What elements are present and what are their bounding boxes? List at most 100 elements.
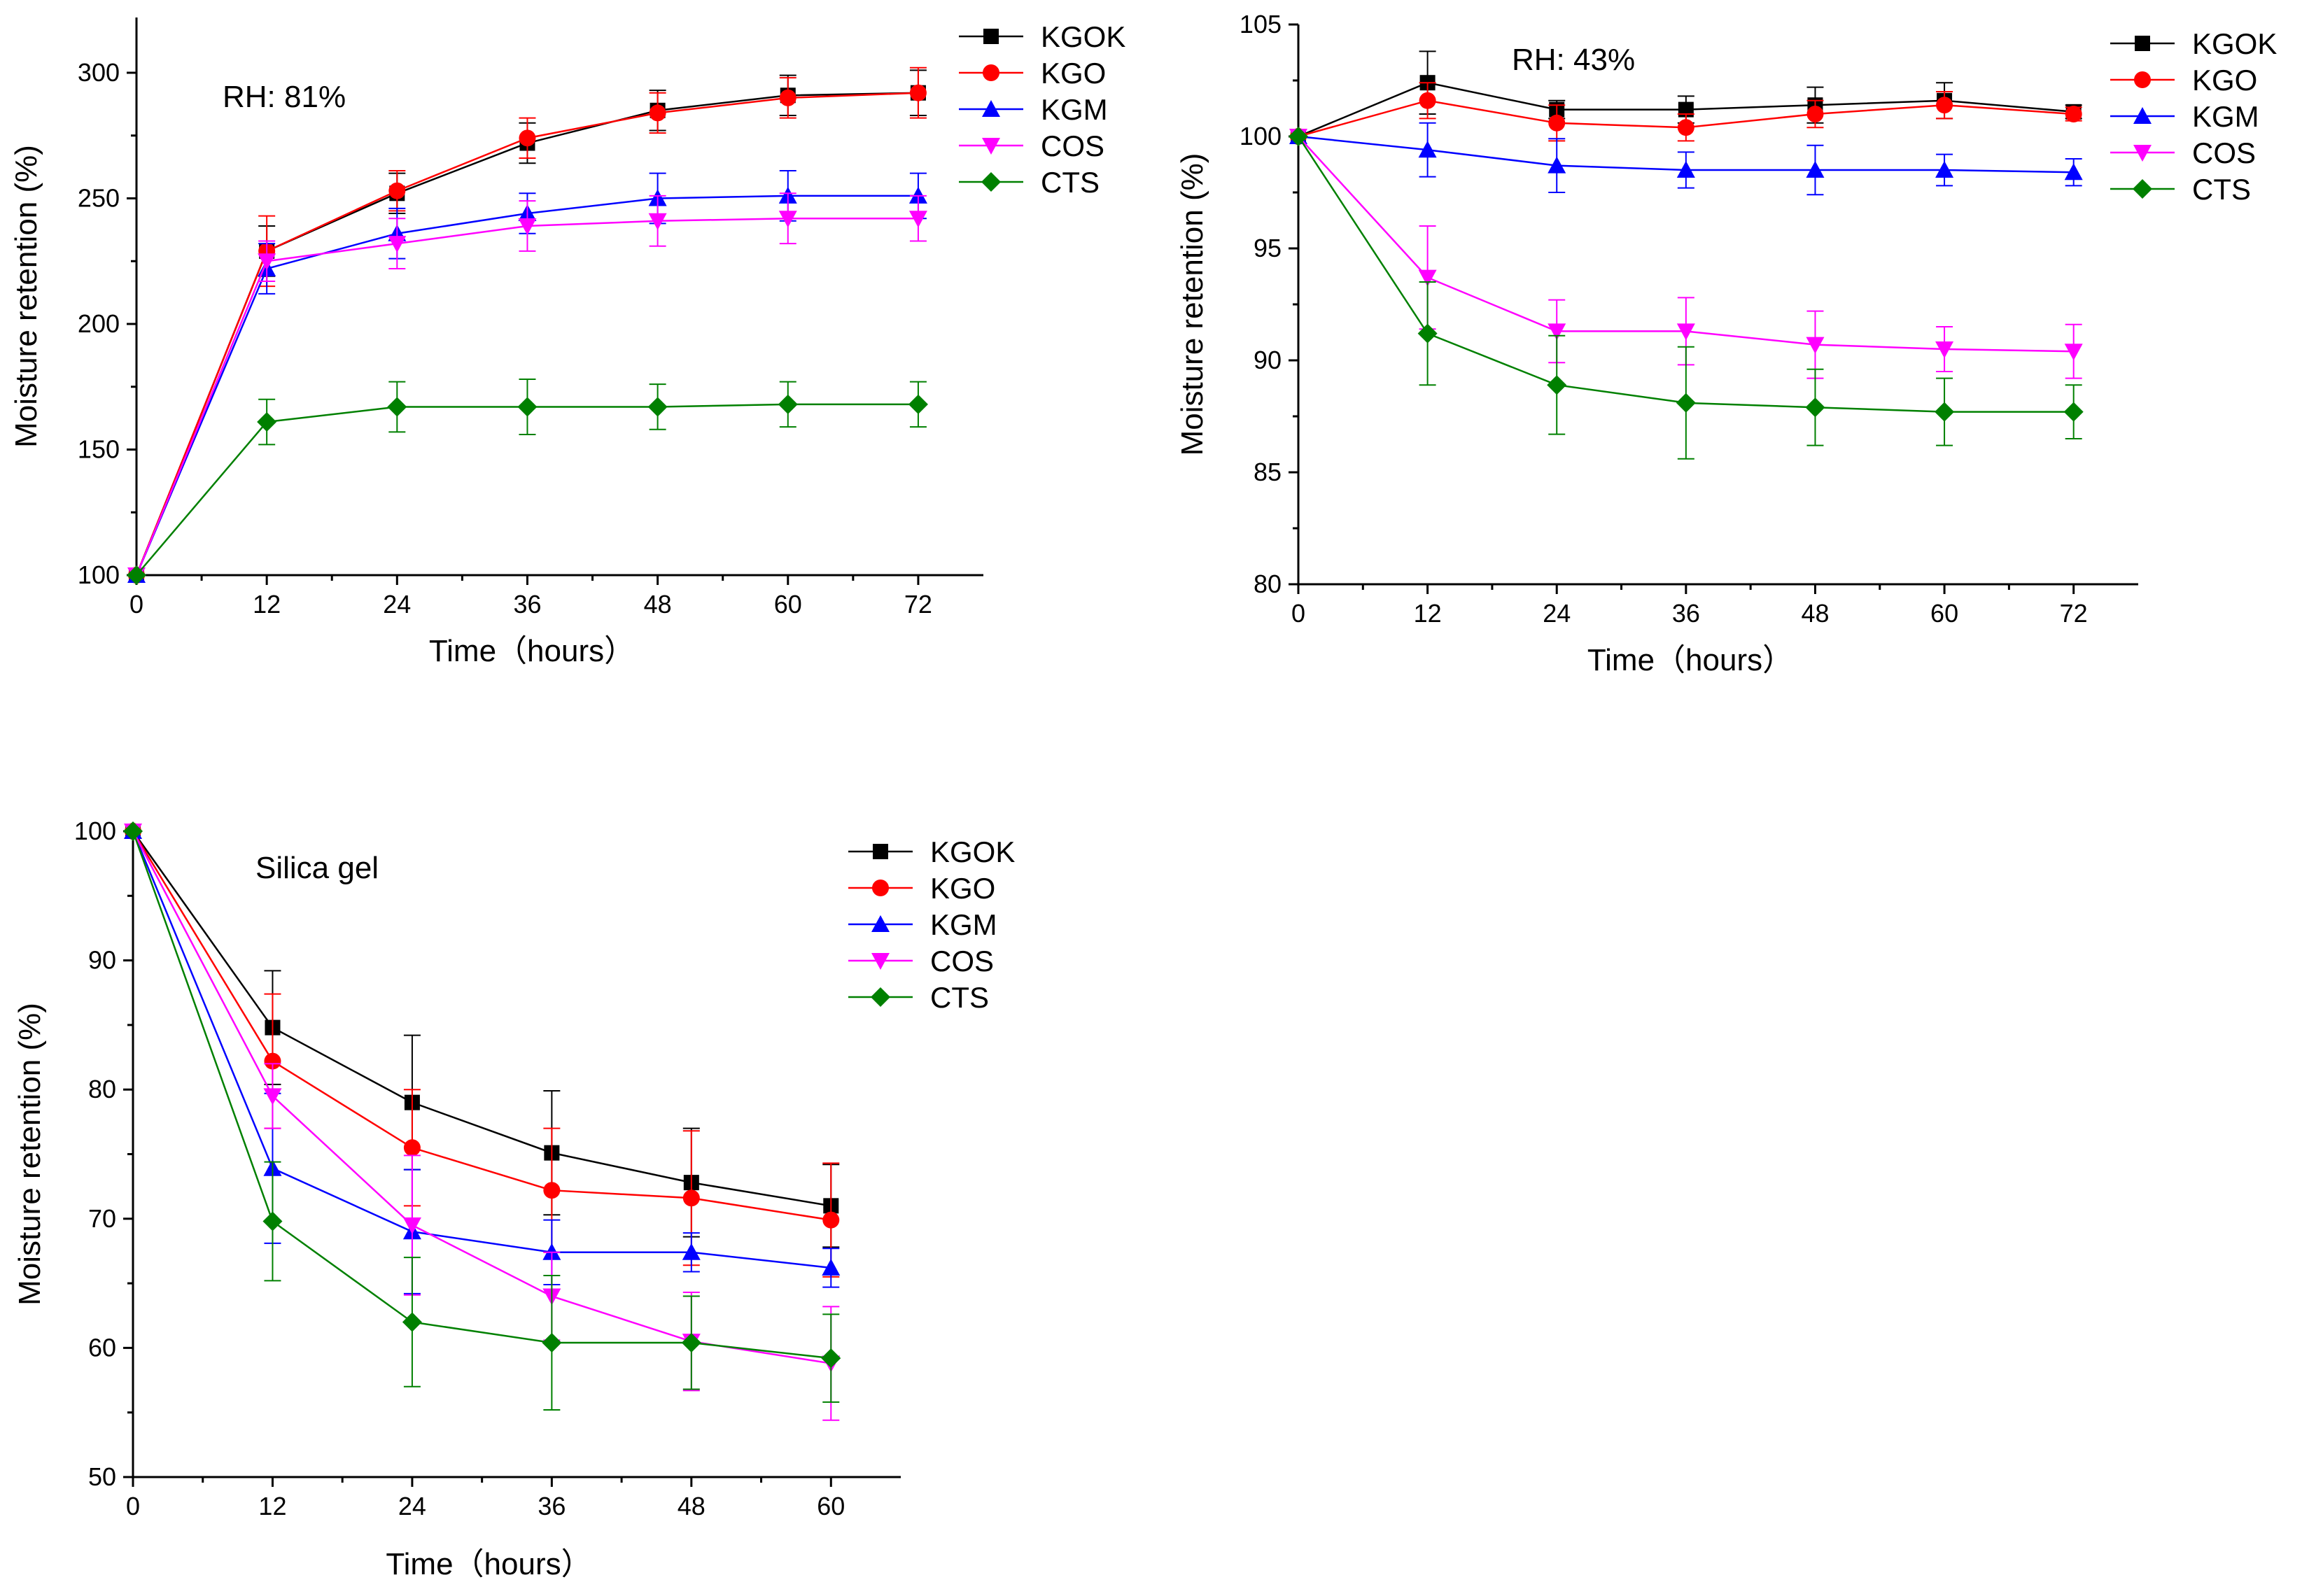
- data-point: [1806, 161, 1825, 178]
- x-tick-label: 48: [1801, 599, 1829, 628]
- data-point: [648, 213, 667, 230]
- series-line: [132, 831, 831, 1207]
- series-line: [132, 831, 831, 1364]
- y-tick-label: 90: [88, 946, 116, 975]
- legend-marker: [982, 138, 1000, 155]
- legend-label: KGO: [930, 872, 995, 905]
- data-point: [1417, 323, 1438, 344]
- y-tick-label: 50: [88, 1462, 116, 1491]
- series-kgok: [125, 824, 840, 1248]
- x-tick-label: 60: [817, 1492, 845, 1520]
- data-point: [908, 211, 927, 228]
- series-cos: [124, 824, 841, 1421]
- x-tick-label: 48: [678, 1492, 706, 1520]
- x-tick-label: 60: [774, 590, 802, 619]
- chart-panel-silica-gel: 0 12 24 36 48 60 50 60 70 80 90 100 Time（hours） Moist…: [13, 817, 1015, 1581]
- series-cts: [127, 378, 928, 585]
- series-kgo: [128, 66, 927, 584]
- data-point: [1806, 106, 1824, 122]
- y-tick-label: 60: [88, 1333, 116, 1362]
- legend-marker: [982, 100, 1000, 117]
- series-line: [132, 831, 831, 1360]
- data-point: [1936, 97, 1953, 114]
- data-point: [402, 1312, 422, 1332]
- data-point: [2065, 106, 2082, 122]
- series-line: [132, 831, 831, 1269]
- y-tick-label: 100: [1240, 122, 1282, 150]
- condition-annotation: RH: 81%: [223, 80, 346, 114]
- series-cos: [127, 192, 927, 584]
- legend-marker: [981, 172, 1001, 192]
- condition-annotation: Silica gel: [255, 851, 379, 885]
- x-tick-label: 12: [253, 590, 281, 619]
- legend-marker: [2135, 36, 2150, 51]
- data-point: [778, 394, 798, 414]
- series-line: [135, 92, 918, 576]
- y-tick-label: 150: [78, 435, 120, 463]
- data-point: [779, 89, 796, 106]
- data-point: [1806, 337, 1825, 354]
- x-tick-label: 36: [1672, 599, 1700, 628]
- y-tick-label: 100: [74, 817, 116, 845]
- legend-label: KGO: [1041, 57, 1106, 90]
- data-point: [1289, 127, 1308, 146]
- legend-label: KGM: [930, 908, 997, 941]
- data-point: [123, 821, 143, 841]
- y-axis-title: Moisture retention (%): [1175, 153, 1209, 456]
- series-kgo: [125, 823, 840, 1278]
- x-tick-label: 72: [904, 590, 932, 619]
- y-tick-label: 80: [88, 1075, 116, 1103]
- data-point: [263, 1088, 282, 1106]
- x-tick-label: 72: [2060, 599, 2088, 628]
- data-point: [681, 1333, 701, 1353]
- data-point: [1548, 114, 1566, 132]
- data-point: [517, 397, 538, 417]
- data-point: [2063, 402, 2084, 422]
- data-point: [909, 84, 927, 101]
- legend-marker: [983, 29, 999, 44]
- series-kgm: [124, 822, 841, 1294]
- data-point: [1547, 323, 1566, 341]
- legend-label: KGO: [2192, 64, 2257, 97]
- data-point: [262, 1211, 283, 1231]
- legend-label: COS: [2192, 136, 2256, 169]
- legend-label: KGOK: [1041, 20, 1125, 53]
- data-point: [647, 397, 668, 417]
- legend-marker: [2133, 179, 2152, 199]
- data-point: [822, 1258, 841, 1276]
- y-tick-label: 70: [88, 1204, 116, 1233]
- data-point: [908, 394, 928, 414]
- data-point: [1676, 161, 1695, 178]
- y-tick-label: 300: [78, 58, 120, 87]
- legend-label: KGM: [1041, 93, 1108, 126]
- condition-annotation: RH: 43%: [1512, 43, 1635, 77]
- legend-marker: [2133, 145, 2152, 162]
- data-point: [1547, 375, 1567, 395]
- data-point: [1418, 269, 1437, 287]
- chart-panel-rh43: 0 12 24 36 48 60 72 80 85 90 95 100 105 Time（hours） Mo…: [1175, 10, 2277, 677]
- x-axis-title: Time（hours）: [1587, 643, 1793, 677]
- legend-label: CTS: [930, 981, 989, 1014]
- data-point: [1677, 119, 1694, 136]
- data-point: [1676, 393, 1696, 413]
- legend-label: COS: [930, 945, 994, 977]
- data-point: [2064, 344, 2083, 361]
- data-point: [822, 1211, 840, 1229]
- data-point: [388, 236, 407, 253]
- data-point: [127, 565, 146, 585]
- data-point: [1676, 323, 1695, 341]
- y-axis-title: Moisture retention (%): [13, 1003, 47, 1306]
- data-point: [264, 1052, 281, 1070]
- x-tick-label: 60: [1930, 599, 1958, 628]
- data-point: [542, 1333, 562, 1353]
- legend-label: KGOK: [2192, 27, 2277, 60]
- data-point: [821, 1348, 841, 1369]
- data-point: [257, 412, 277, 432]
- y-tick-label: 95: [1254, 234, 1282, 262]
- series-kgo: [1290, 82, 2082, 145]
- data-point: [519, 129, 536, 147]
- x-tick-label: 36: [538, 1492, 566, 1520]
- y-tick-label: 85: [1254, 458, 1282, 486]
- x-tick-label: 36: [513, 590, 541, 619]
